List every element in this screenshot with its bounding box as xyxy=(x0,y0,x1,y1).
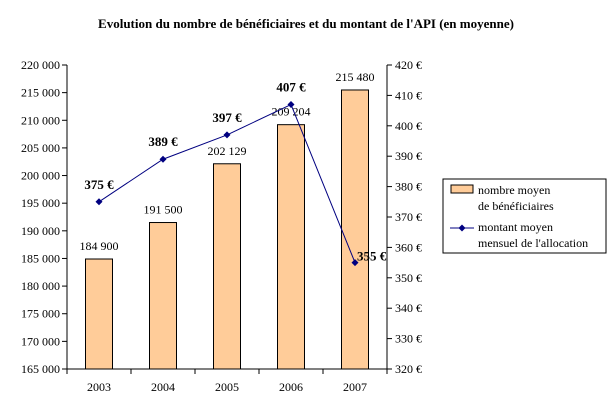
legend-line-label: montant moyen xyxy=(478,220,553,234)
bar xyxy=(277,124,305,370)
left-tick-label: 180 000 xyxy=(21,279,60,293)
left-tick-label: 205 000 xyxy=(21,141,60,155)
left-tick-label: 175 000 xyxy=(21,307,60,321)
right-tick-label: 400 € xyxy=(395,119,422,133)
left-tick-label: 165 000 xyxy=(21,362,60,376)
line-data-label: 375 € xyxy=(84,177,114,192)
right-tick-label: 330 € xyxy=(395,332,422,346)
bar xyxy=(149,222,177,370)
bar xyxy=(213,163,241,370)
legend: nombre moyen de bénéficiaires montant moye… xyxy=(442,178,607,254)
right-tick-label: 370 € xyxy=(395,210,422,224)
right-tick-label: 390 € xyxy=(395,149,422,163)
bar-data-label: 215 480 xyxy=(336,70,375,84)
left-tick-label: 195 000 xyxy=(21,196,60,210)
left-tick-label: 215 000 xyxy=(21,86,60,100)
left-tick-label: 210 000 xyxy=(21,113,60,127)
line-data-label: 397 € xyxy=(212,110,242,125)
bar-data-label: 209 204 xyxy=(272,105,311,119)
chart-title: Evolution du nombre de bénéficiaires et … xyxy=(98,16,514,31)
line-data-labels: 375 € 389 € 397 € 407 € 355 € xyxy=(84,80,386,264)
x-axis: 2003 2004 2005 2006 2007 xyxy=(66,368,388,394)
line-data-label: 389 € xyxy=(148,134,178,149)
left-tick-label: 200 000 xyxy=(21,169,60,183)
line-point xyxy=(351,259,359,267)
legend-line-marker xyxy=(458,224,466,232)
x-tick-label: 2007 xyxy=(343,380,367,394)
left-tick-label: 170 000 xyxy=(21,334,60,348)
right-tick-label: 340 € xyxy=(395,301,422,315)
bar-data-label: 184 900 xyxy=(80,239,119,253)
legend-bar-label: nombre moyen xyxy=(478,183,550,197)
line-series xyxy=(95,101,359,267)
right-tick-label: 350 € xyxy=(395,271,422,285)
right-tick-label: 380 € xyxy=(395,180,422,194)
line-point xyxy=(287,101,295,109)
left-y-axis: 165 000 170 000 175 000 180 000 185 000 190 0… xyxy=(21,58,68,376)
bar xyxy=(85,258,113,370)
legend-bar-label: de bénéficiaires xyxy=(478,199,554,213)
line-data-label: 355 € xyxy=(357,249,387,264)
right-tick-label: 410 € xyxy=(395,88,422,102)
x-tick-label: 2003 xyxy=(87,380,111,394)
left-tick-label: 220 000 xyxy=(21,58,60,72)
right-tick-label: 360 € xyxy=(395,240,422,254)
bar-data-label: 202 129 xyxy=(208,144,247,158)
legend-bar-swatch xyxy=(450,184,474,194)
line-point xyxy=(223,131,231,139)
right-tick-label: 420 € xyxy=(395,58,422,72)
bar-data-labels: 184 900 191 500 202 129 209 204 215 480 xyxy=(80,70,375,253)
bar-series xyxy=(85,89,369,370)
right-tick-label: 320 € xyxy=(395,362,422,376)
x-tick-label: 2004 xyxy=(151,380,175,394)
x-tick-label: 2005 xyxy=(215,380,239,394)
x-tick-label: 2006 xyxy=(279,380,303,394)
bar xyxy=(341,89,369,370)
left-tick-label: 185 000 xyxy=(21,251,60,265)
right-y-axis: 320 € 330 € 340 € 350 € 360 € 370 € 380 € 390 €… xyxy=(386,58,422,376)
line-point xyxy=(95,198,103,206)
line-data-label: 407 € xyxy=(276,80,306,95)
line-point xyxy=(159,155,167,163)
legend-line-label: mensuel de l'allocation xyxy=(478,236,588,250)
left-tick-label: 190 000 xyxy=(21,224,60,238)
bar-data-label: 191 500 xyxy=(144,203,183,217)
